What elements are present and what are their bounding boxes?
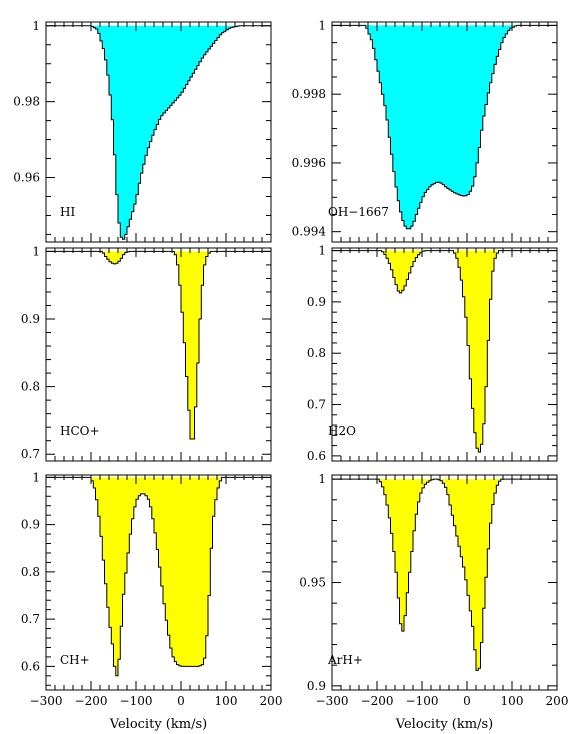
spectrum-line-1 [46, 25, 271, 240]
panel-frame-2 [331, 21, 558, 243]
panel-label-2: OH−1667 [328, 205, 389, 219]
x-tick-label: −300 [30, 694, 63, 708]
y-tick-label: 0.994 [292, 225, 327, 239]
spectrum-line-4 [332, 250, 557, 453]
x-tick-label: −200 [75, 694, 108, 708]
panel-label-3: HCO+ [60, 424, 100, 438]
y-tick-label: 0.9 [307, 679, 326, 693]
panel-label-1: HI [60, 205, 75, 219]
panel-1: 0.96 0.98 1 HI [13, 19, 272, 243]
panel-frame-1 [45, 21, 272, 243]
x-tick-label: 0 [463, 694, 471, 708]
absorption-fill-4 [332, 250, 557, 452]
y-tick-label: 0.96 [13, 171, 40, 185]
y-tick-label: 0.9 [21, 518, 40, 532]
panel-6: 0.9 0.95 1 ArH+ −300 −200 −100 0 100 200 [299, 472, 568, 708]
y-tick-label: 1 [318, 244, 326, 258]
y-tick-label: 0.6 [21, 659, 40, 673]
absorption-fill-5 [46, 477, 271, 676]
panel-label-4: H2O [328, 424, 356, 438]
y-tick-label: 1 [318, 472, 326, 486]
y-tick-label: 1 [32, 19, 40, 33]
y-tick-label: 0.6 [307, 449, 326, 463]
spectrum-line-6 [332, 478, 557, 671]
y-tick-label: 0.8 [307, 346, 326, 360]
x-tick-label: −100 [120, 694, 153, 708]
y-tick-label: 0.9 [307, 295, 326, 309]
x-tick-label: 200 [260, 694, 283, 708]
panel-frame-6 [331, 474, 558, 691]
y-tick-label: 0.9 [21, 312, 40, 326]
y-tick-label: 1 [318, 18, 326, 32]
y-tick-label: 0.7 [21, 612, 40, 626]
panels-group: 0.96 0.98 1 HI 0.994 0.996 0.998 1 OH−1667 0.7 0.8… [13, 18, 568, 708]
spectrum-line-3 [46, 250, 271, 440]
panel-4: 0.6 0.7 0.8 0.9 1 H2O [307, 244, 558, 463]
y-tick-label: 0.7 [307, 398, 326, 412]
panel-frame-4 [331, 247, 558, 462]
absorption-fill-1 [46, 25, 271, 240]
absorption-fill-2 [332, 25, 557, 229]
y-tick-label: 0.95 [299, 576, 326, 590]
absorption-fill-3 [46, 251, 271, 439]
x-tick-label: −100 [406, 694, 439, 708]
y-tick-label: 0.8 [21, 565, 40, 579]
panel-frame-5 [45, 474, 272, 691]
x-axis-title-left: Velocity (km/s) [109, 717, 207, 732]
y-tick-label: 0.8 [21, 380, 40, 394]
panel-label-5: CH+ [60, 653, 90, 667]
x-axis-title-right: Velocity (km/s) [395, 717, 493, 732]
x-tick-label: 100 [215, 694, 238, 708]
panel-5: 0.6 0.7 0.8 0.9 1 CH+ −300 −200 −100 0 100 200 [21, 470, 283, 708]
absorption-fill-6 [332, 479, 557, 671]
y-tick-label: 1 [32, 470, 40, 484]
y-tick-label: 0.98 [13, 95, 40, 109]
x-tick-label: 0 [177, 694, 185, 708]
x-tick-label: 200 [546, 694, 569, 708]
y-tick-label: 0.998 [292, 87, 326, 101]
x-tick-label: 100 [501, 694, 524, 708]
panel-2: 0.994 0.996 0.998 1 OH−1667 [292, 18, 558, 243]
y-tick-label: 0.7 [21, 447, 40, 461]
panel-3: 0.7 0.8 0.9 1 HCO+ [21, 244, 272, 462]
y-tick-label: 1 [32, 244, 40, 258]
panel-label-6: ArH+ [327, 653, 363, 667]
spectrum-line-2 [332, 24, 557, 230]
x-tick-label: −300 [316, 694, 349, 708]
spectrum-line-5 [46, 476, 271, 677]
panel-frame-3 [45, 247, 272, 462]
x-tick-label: −200 [361, 694, 394, 708]
y-tick-label: 0.996 [292, 156, 326, 170]
